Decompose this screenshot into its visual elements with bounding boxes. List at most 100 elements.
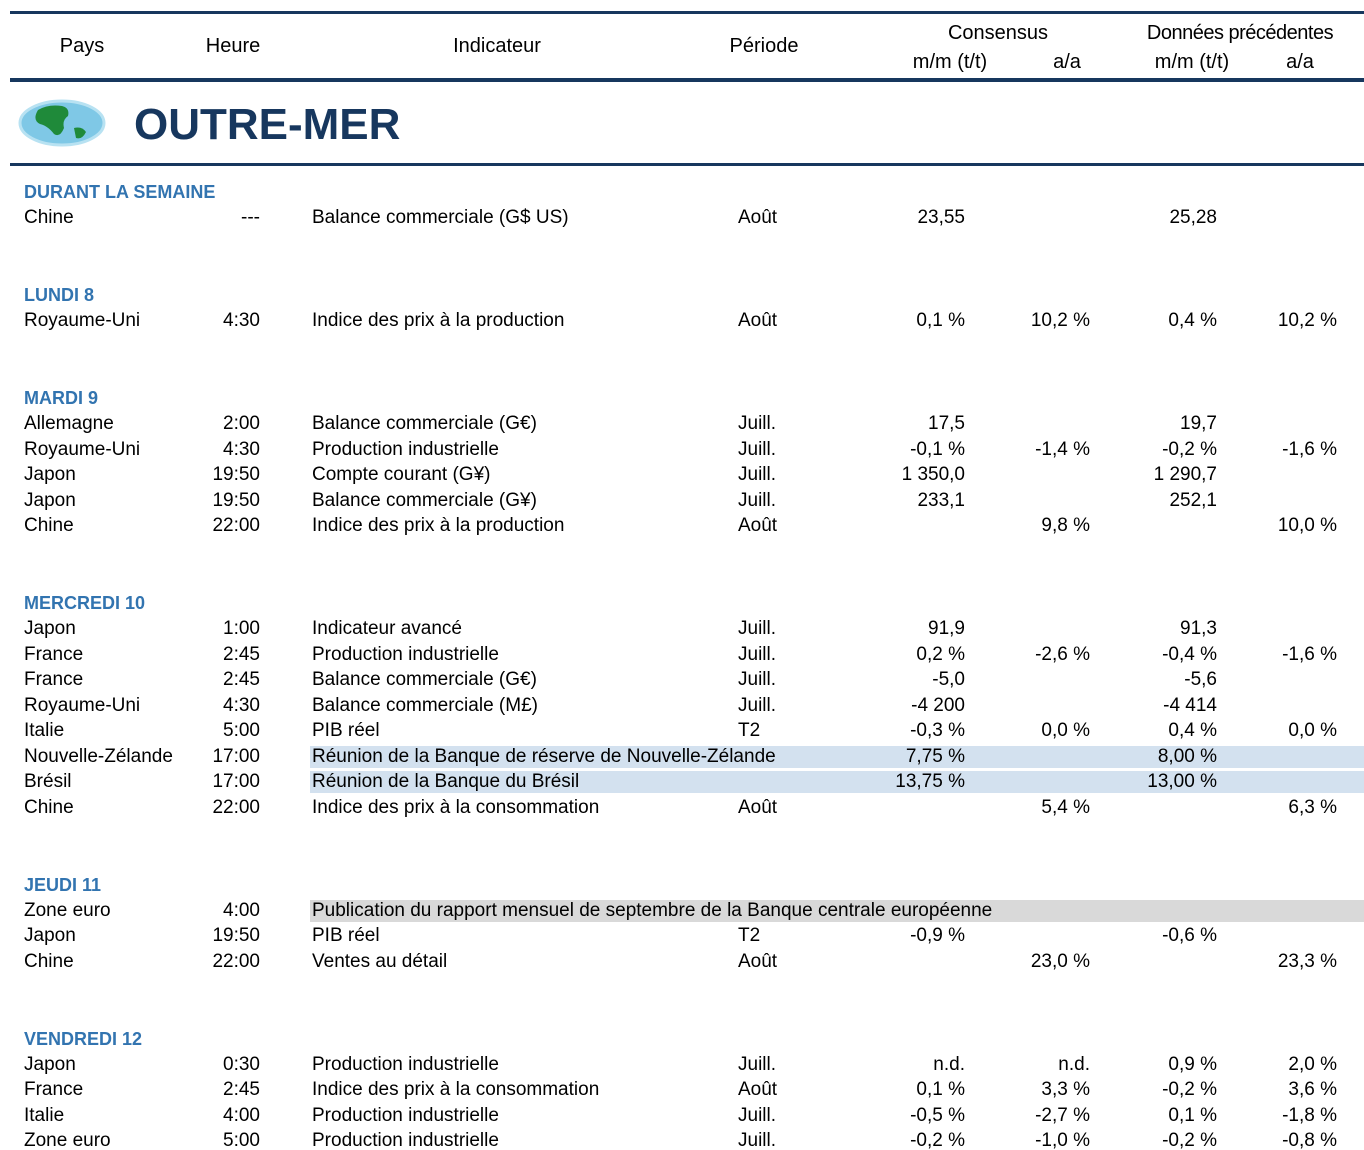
row-highlight	[310, 745, 1364, 768]
country: Zone euro	[24, 1130, 111, 1150]
previous-mm: 25,28	[1169, 207, 1217, 228]
consensus-aa: -2,6 %	[1035, 643, 1090, 665]
previous-aa: 23,3 %	[1277, 950, 1337, 972]
col-header: Heure	[205, 35, 261, 57]
consensus-mm: 13,75 %	[895, 771, 965, 792]
row-highlight	[310, 899, 1364, 922]
indicator: Indice des prix à la production	[312, 310, 565, 331]
country: Allemagne	[24, 413, 114, 434]
indicator: Production industrielle	[312, 1053, 499, 1075]
period: Juill.	[738, 1130, 777, 1150]
country: Japon	[24, 618, 76, 639]
time: 19:50	[212, 925, 260, 946]
previous-aa: 0,0 %	[1288, 720, 1337, 741]
consensus-mm: n.d.	[933, 1053, 965, 1075]
col-header: a/a	[1053, 51, 1081, 73]
period: T2	[738, 925, 761, 946]
consensus-aa: n.d.	[1058, 1053, 1090, 1075]
previous-aa: -1,6 %	[1282, 643, 1337, 665]
previous-mm: -0,2 %	[1162, 438, 1217, 460]
consensus-mm: 1 350,0	[901, 464, 965, 485]
consensus-mm: 0,1 %	[916, 310, 965, 331]
country: Royaume-Uni	[24, 694, 141, 716]
col-header: m/m (t/t)	[912, 51, 988, 73]
country: Royaume-Uni	[24, 310, 141, 331]
period: Juill.	[738, 438, 777, 460]
time: 4:30	[223, 438, 260, 460]
country: Chine	[24, 796, 74, 818]
country: Chine	[24, 515, 74, 536]
previous-mm: 252,1	[1169, 489, 1217, 511]
period: Août	[738, 796, 778, 818]
period: Juill.	[738, 618, 777, 639]
indicator: PIB réel	[312, 925, 380, 946]
consensus-mm: 233,1	[917, 489, 965, 511]
previous-mm: 13,00 %	[1147, 771, 1217, 792]
indicator: Ventes au détail	[312, 950, 448, 972]
time: 19:50	[212, 489, 260, 511]
section-title: JEUDI 11	[24, 874, 102, 895]
indicator: Balance commerciale (G€)	[312, 669, 537, 690]
consensus-mm: -0,9 %	[910, 925, 965, 946]
previous-aa: -1,6 %	[1282, 438, 1337, 460]
country: Brésil	[24, 771, 72, 792]
indicator: Balance commerciale (G¥)	[312, 489, 537, 511]
region-rule	[10, 163, 1364, 166]
indicator: Production industrielle	[312, 1130, 499, 1150]
consensus-mm: 23,55	[917, 207, 965, 228]
indicator: Réunion de la Banque du Brésil	[312, 771, 580, 792]
previous-mm: -5,6	[1184, 669, 1217, 690]
previous-mm: 0,9 %	[1168, 1053, 1217, 1075]
period: Juill.	[738, 669, 777, 690]
previous-aa: 2,0 %	[1288, 1053, 1337, 1075]
consensus-mm: 91,9	[928, 618, 965, 639]
time: 0:30	[223, 1053, 260, 1075]
indicator: Production industrielle	[312, 1104, 499, 1126]
indicator: Publication du rapport mensuel de septem…	[312, 899, 993, 921]
previous-aa: 6,3 %	[1288, 796, 1337, 818]
indicator: Balance commerciale (G€)	[312, 413, 537, 434]
consensus-aa: -1,0 %	[1035, 1130, 1090, 1150]
period: Juill.	[738, 1104, 777, 1126]
indicator: Indicateur avancé	[312, 618, 462, 639]
indicator: Balance commerciale (G$ US)	[312, 207, 569, 228]
time: 2:45	[223, 643, 260, 665]
previous-aa: -1,8 %	[1282, 1104, 1337, 1126]
previous-mm: 8,00 %	[1157, 745, 1217, 767]
region-title: OUTRE-MER	[134, 100, 401, 149]
indicator: PIB réel	[312, 720, 380, 741]
time: 5:00	[223, 720, 260, 741]
country: Italie	[24, 720, 65, 741]
consensus-mm: -0,5 %	[910, 1104, 965, 1126]
col-header: Période	[729, 35, 799, 57]
period: Juill.	[738, 464, 777, 485]
previous-mm: -4 414	[1163, 694, 1217, 716]
consensus-aa: 10,2 %	[1030, 310, 1090, 331]
country: Zone euro	[24, 899, 111, 921]
period: Août	[738, 207, 778, 228]
previous-mm: 0,4 %	[1168, 310, 1217, 331]
time: 17:00	[212, 745, 260, 767]
indicator: Indice des prix à la production	[312, 515, 565, 536]
indicator: Production industrielle	[312, 643, 499, 665]
time: 4:30	[223, 310, 260, 331]
col-header: Données précédentes	[1146, 22, 1334, 44]
indicator: Balance commerciale (M£)	[312, 694, 538, 716]
row-highlight	[310, 771, 1364, 793]
consensus-aa: -2,7 %	[1035, 1104, 1090, 1126]
time: 22:00	[212, 950, 260, 972]
header-rule	[10, 78, 1364, 82]
previous-mm: 0,4 %	[1168, 720, 1217, 741]
section-title: DURANT LA SEMAINE	[24, 182, 216, 202]
previous-mm: -0,4 %	[1162, 643, 1217, 665]
period: Juill.	[738, 694, 777, 716]
indicator: Réunion de la Banque de réserve de Nouve…	[312, 745, 776, 767]
time: 4:30	[223, 694, 260, 716]
country: France	[24, 1079, 84, 1100]
country: Chine	[24, 207, 74, 228]
country: France	[24, 643, 84, 665]
period: Juill.	[738, 489, 777, 511]
country: Chine	[24, 950, 74, 972]
section-title: VENDREDI 12	[24, 1028, 143, 1049]
consensus-aa: 5,4 %	[1041, 796, 1090, 818]
